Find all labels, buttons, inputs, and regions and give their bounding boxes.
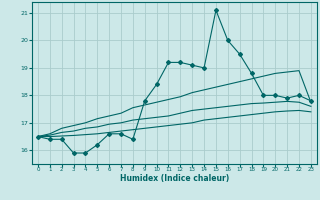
X-axis label: Humidex (Indice chaleur): Humidex (Indice chaleur): [120, 174, 229, 183]
